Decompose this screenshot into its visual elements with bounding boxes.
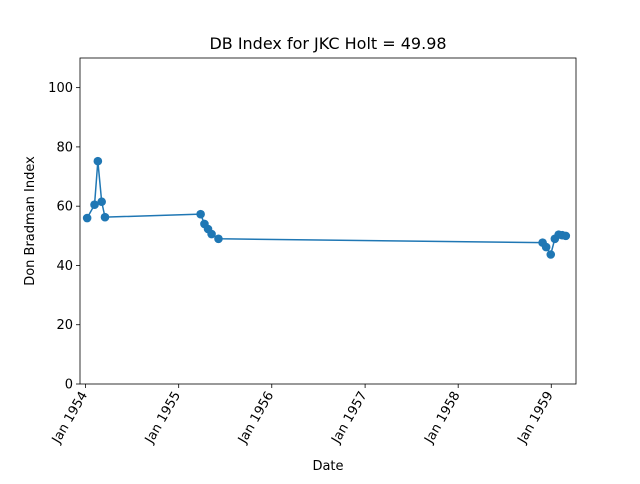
y-tick-label: 100 [48, 81, 73, 96]
y-tick-label: 0 [65, 378, 73, 393]
y-axis-label: Don Bradman Index [23, 156, 38, 286]
data-point[interactable] [214, 234, 223, 244]
y-axis: 0 20 40 60 80 100 [48, 81, 80, 393]
x-axis-label: Date [312, 459, 343, 474]
data-point[interactable] [100, 212, 110, 222]
data-point[interactable] [90, 200, 99, 209]
data-point[interactable] [541, 242, 551, 252]
data-point[interactable] [196, 209, 205, 219]
y-tick-label: 80 [56, 140, 73, 155]
y-tick-label: 20 [56, 318, 73, 333]
chart-title: DB Index for JKC Holt = 49.98 [209, 34, 446, 53]
plot-area [80, 58, 576, 384]
data-point[interactable] [207, 229, 216, 239]
y-tick-label: 40 [56, 259, 73, 274]
plot-background [80, 58, 576, 384]
series-layer [82, 156, 571, 259]
data-point[interactable] [93, 156, 103, 166]
data-point[interactable] [97, 197, 106, 207]
data-point[interactable] [82, 213, 92, 223]
data-point[interactable] [546, 250, 556, 259]
plot-frame [79, 57, 577, 385]
y-tick-label: 60 [56, 200, 73, 215]
data-point[interactable] [561, 231, 571, 241]
